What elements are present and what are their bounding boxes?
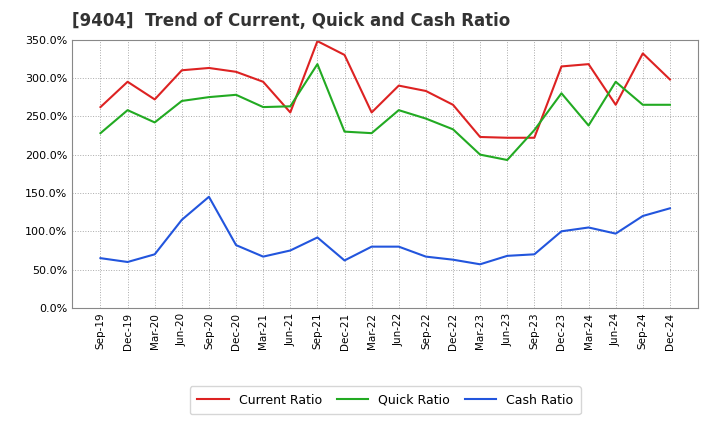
- Quick Ratio: [503, 158, 511, 163]
- Quick Ratio: [395, 107, 403, 113]
- Quick Ratio: [584, 123, 593, 128]
- Cash Ratio: [611, 231, 620, 236]
- Quick Ratio: [639, 102, 647, 107]
- Cash Ratio: [557, 229, 566, 234]
- Current Ratio: [286, 110, 294, 115]
- Cash Ratio: [584, 225, 593, 230]
- Cash Ratio: [503, 253, 511, 258]
- Current Ratio: [611, 102, 620, 107]
- Quick Ratio: [665, 102, 674, 107]
- Cash Ratio: [178, 217, 186, 223]
- Cash Ratio: [204, 194, 213, 199]
- Quick Ratio: [476, 152, 485, 157]
- Cash Ratio: [421, 254, 430, 259]
- Current Ratio: [178, 68, 186, 73]
- Quick Ratio: [178, 98, 186, 103]
- Cash Ratio: [259, 254, 268, 259]
- Current Ratio: [204, 65, 213, 70]
- Cash Ratio: [665, 205, 674, 211]
- Cash Ratio: [313, 235, 322, 240]
- Cash Ratio: [367, 244, 376, 249]
- Current Ratio: [503, 135, 511, 140]
- Cash Ratio: [639, 213, 647, 219]
- Quick Ratio: [557, 91, 566, 96]
- Cash Ratio: [232, 242, 240, 248]
- Quick Ratio: [259, 104, 268, 110]
- Quick Ratio: [449, 127, 457, 132]
- Quick Ratio: [611, 79, 620, 84]
- Current Ratio: [367, 110, 376, 115]
- Cash Ratio: [530, 252, 539, 257]
- Text: [9404]  Trend of Current, Quick and Cash Ratio: [9404] Trend of Current, Quick and Cash …: [72, 12, 510, 30]
- Quick Ratio: [96, 131, 105, 136]
- Quick Ratio: [232, 92, 240, 97]
- Cash Ratio: [341, 258, 349, 263]
- Line: Cash Ratio: Cash Ratio: [101, 197, 670, 264]
- Current Ratio: [665, 77, 674, 82]
- Cash Ratio: [449, 257, 457, 262]
- Line: Current Ratio: Current Ratio: [101, 41, 670, 138]
- Current Ratio: [150, 97, 159, 102]
- Quick Ratio: [421, 116, 430, 121]
- Current Ratio: [584, 62, 593, 67]
- Quick Ratio: [313, 62, 322, 67]
- Current Ratio: [313, 38, 322, 44]
- Current Ratio: [449, 102, 457, 107]
- Cash Ratio: [476, 262, 485, 267]
- Current Ratio: [639, 51, 647, 56]
- Cash Ratio: [150, 252, 159, 257]
- Current Ratio: [557, 64, 566, 69]
- Current Ratio: [395, 83, 403, 88]
- Line: Quick Ratio: Quick Ratio: [101, 64, 670, 160]
- Current Ratio: [259, 79, 268, 84]
- Current Ratio: [421, 88, 430, 94]
- Cash Ratio: [395, 244, 403, 249]
- Cash Ratio: [286, 248, 294, 253]
- Quick Ratio: [150, 120, 159, 125]
- Quick Ratio: [367, 131, 376, 136]
- Quick Ratio: [530, 128, 539, 133]
- Legend: Current Ratio, Quick Ratio, Cash Ratio: Current Ratio, Quick Ratio, Cash Ratio: [190, 386, 580, 414]
- Quick Ratio: [204, 95, 213, 100]
- Cash Ratio: [96, 256, 105, 261]
- Current Ratio: [232, 69, 240, 74]
- Current Ratio: [530, 135, 539, 140]
- Cash Ratio: [123, 259, 132, 264]
- Current Ratio: [96, 104, 105, 110]
- Quick Ratio: [286, 104, 294, 109]
- Current Ratio: [123, 79, 132, 84]
- Current Ratio: [341, 52, 349, 58]
- Quick Ratio: [123, 107, 132, 113]
- Quick Ratio: [341, 129, 349, 134]
- Current Ratio: [476, 134, 485, 139]
